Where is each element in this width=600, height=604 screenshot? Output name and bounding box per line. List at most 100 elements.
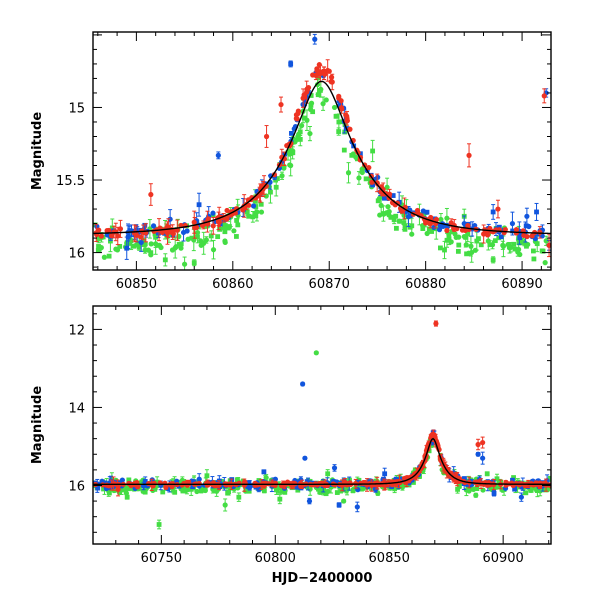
data-point-green xyxy=(203,237,209,243)
data-point-green xyxy=(318,86,324,92)
data-point-green xyxy=(126,477,132,483)
data-point-green xyxy=(182,488,188,494)
data-point-green xyxy=(381,211,386,216)
data-point-green xyxy=(222,238,228,244)
data-point-green xyxy=(117,244,123,249)
data-point-blue xyxy=(534,209,539,215)
data-point-green xyxy=(126,485,132,491)
data-point-green xyxy=(341,498,347,504)
plot-frame xyxy=(92,305,552,545)
data-point-green xyxy=(222,229,228,235)
data-point-blue xyxy=(354,504,360,510)
x-tick-label: 60880 xyxy=(405,277,446,292)
data-point-green xyxy=(359,486,364,492)
data-point-green xyxy=(215,234,221,240)
data-point-blue xyxy=(490,209,496,215)
data-point-green xyxy=(244,209,250,215)
data-point-green xyxy=(299,122,305,129)
data-point-green xyxy=(222,502,228,508)
data-point-red xyxy=(462,227,468,234)
plot-area-top xyxy=(93,33,551,270)
model-curve xyxy=(93,437,551,485)
data-point-blue xyxy=(288,61,294,67)
data-point-green xyxy=(531,248,536,254)
data-point-green xyxy=(512,246,518,252)
data-point-green xyxy=(487,242,493,248)
data-point-green xyxy=(508,244,514,251)
data-point-green xyxy=(153,241,159,247)
data-point-red xyxy=(301,92,307,98)
data-point-green xyxy=(433,226,439,232)
y-tick-label: 16 xyxy=(68,479,85,494)
data-point-green xyxy=(160,489,166,495)
data-point-green xyxy=(354,156,360,162)
data-point-green xyxy=(402,482,408,488)
data-point-red xyxy=(475,441,481,448)
data-point-green xyxy=(333,113,339,119)
data-point-red xyxy=(316,62,322,68)
data-point-green xyxy=(109,225,115,231)
data-point-green xyxy=(101,254,107,260)
data-point-green xyxy=(123,490,130,496)
data-point-green xyxy=(208,233,214,239)
data-point-green xyxy=(250,214,256,220)
data-point-green xyxy=(235,477,240,483)
data-point-green xyxy=(325,471,331,477)
data-point-green xyxy=(399,484,406,490)
data-point-red xyxy=(293,115,299,122)
data-point-green xyxy=(263,475,269,481)
data-point-green xyxy=(424,230,430,237)
data-point-red xyxy=(465,223,471,229)
data-point-green xyxy=(345,486,351,492)
data-point-red xyxy=(241,482,247,488)
data-point-green xyxy=(438,216,444,223)
data-point-green xyxy=(176,241,182,247)
data-point-blue xyxy=(512,486,518,492)
x-tick-label: 60850 xyxy=(369,551,410,566)
data-point-red xyxy=(522,482,528,488)
data-point-green xyxy=(231,228,237,234)
data-point-green xyxy=(446,231,452,238)
data-point-green xyxy=(198,488,204,494)
data-point-green xyxy=(273,184,279,190)
data-point-red xyxy=(336,93,342,99)
data-point-green xyxy=(108,238,113,244)
data-point-blue xyxy=(312,36,318,42)
data-point-green xyxy=(370,148,376,154)
data-point-blue xyxy=(302,455,308,461)
top-panel: 60850 60860 60870 60880 60890 15 15.5 16 Magnitu… xyxy=(30,31,552,292)
data-point-red xyxy=(466,152,472,158)
data-point-green xyxy=(476,236,481,242)
data-point-green xyxy=(355,484,361,489)
data-point-blue xyxy=(250,203,257,209)
data-point-blue xyxy=(491,490,497,496)
data-point-green xyxy=(528,488,534,493)
data-point-red xyxy=(366,164,372,171)
data-point-blue xyxy=(210,210,216,216)
data-point-red xyxy=(347,126,353,132)
data-point-blue xyxy=(304,479,310,484)
data-point-green xyxy=(246,488,252,494)
data-point-green xyxy=(535,488,540,493)
data-point-blue xyxy=(382,471,388,477)
data-point-blue xyxy=(215,152,221,158)
data-point-red xyxy=(481,231,487,237)
data-point-green xyxy=(489,242,496,248)
data-point-green xyxy=(397,218,402,224)
data-point-blue xyxy=(138,239,144,246)
x-tick-label: 60860 xyxy=(212,277,253,292)
data-point-green xyxy=(172,245,178,251)
x-tick-label: 60890 xyxy=(501,277,542,292)
data-point-red xyxy=(304,86,310,92)
data-point-green xyxy=(236,494,242,500)
data-point-green xyxy=(468,243,474,249)
data-point-blue xyxy=(436,227,443,233)
data-point-blue xyxy=(370,182,376,188)
data-point-green xyxy=(295,487,301,493)
data-point-green xyxy=(95,247,101,253)
data-point-green xyxy=(288,162,294,169)
data-point-green xyxy=(212,487,218,493)
data-point-red xyxy=(236,480,242,486)
data-point-red xyxy=(444,227,450,234)
